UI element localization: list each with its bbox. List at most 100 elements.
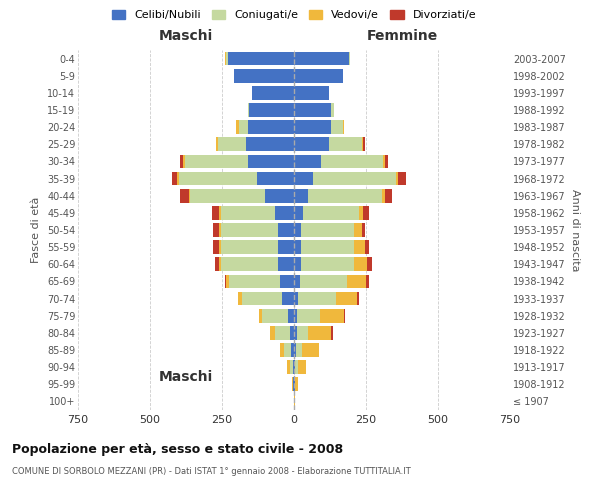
- Bar: [190, 189, 265, 202]
- Bar: [343, 120, 344, 134]
- Bar: [219, 258, 221, 271]
- Bar: [214, 240, 219, 254]
- Bar: [294, 120, 331, 134]
- Bar: [180, 154, 183, 168]
- Bar: [214, 223, 219, 237]
- Bar: [219, 206, 221, 220]
- Bar: [294, 223, 301, 237]
- Bar: [297, 326, 308, 340]
- Bar: [294, 86, 329, 100]
- Bar: [189, 189, 190, 202]
- Bar: [349, 52, 350, 66]
- Bar: [301, 258, 355, 271]
- Text: COMUNE DI SORBOLO MEZZANI (PR) - Dati ISTAT 1° gennaio 2008 - Elaborazione TUTTI: COMUNE DI SORBOLO MEZZANI (PR) - Dati IS…: [12, 468, 411, 476]
- Bar: [294, 309, 298, 322]
- Bar: [265, 189, 294, 202]
- Bar: [355, 240, 365, 254]
- Bar: [298, 309, 320, 322]
- Bar: [347, 274, 366, 288]
- Bar: [278, 240, 294, 254]
- Bar: [363, 206, 369, 220]
- Bar: [278, 223, 294, 237]
- Bar: [185, 154, 248, 168]
- Bar: [239, 120, 248, 134]
- Bar: [295, 360, 298, 374]
- Bar: [336, 292, 358, 306]
- Bar: [382, 189, 385, 202]
- Bar: [398, 172, 406, 185]
- Bar: [331, 326, 333, 340]
- Bar: [248, 120, 294, 134]
- Bar: [228, 52, 294, 66]
- Bar: [284, 343, 291, 357]
- Bar: [233, 69, 294, 82]
- Bar: [275, 326, 290, 340]
- Bar: [294, 240, 301, 254]
- Bar: [172, 172, 178, 185]
- Bar: [308, 189, 382, 202]
- Bar: [294, 52, 349, 66]
- Y-axis label: Fasce di età: Fasce di età: [31, 197, 41, 263]
- Bar: [302, 343, 319, 357]
- Bar: [257, 172, 294, 185]
- Bar: [301, 240, 355, 254]
- Bar: [221, 258, 278, 271]
- Bar: [293, 360, 294, 374]
- Y-axis label: Anni di nascita: Anni di nascita: [569, 188, 580, 271]
- Bar: [313, 172, 396, 185]
- Bar: [238, 292, 242, 306]
- Bar: [294, 189, 308, 202]
- Bar: [275, 206, 294, 220]
- Bar: [287, 360, 290, 374]
- Legend: Celibi/Nubili, Coniugati/e, Vedovi/e, Divorziati/e: Celibi/Nubili, Coniugati/e, Vedovi/e, Di…: [107, 5, 481, 24]
- Bar: [221, 223, 278, 237]
- Bar: [294, 292, 298, 306]
- Bar: [250, 103, 294, 117]
- Bar: [298, 292, 336, 306]
- Bar: [355, 258, 367, 271]
- Bar: [180, 189, 189, 202]
- Bar: [331, 103, 334, 117]
- Bar: [329, 138, 362, 151]
- Bar: [215, 258, 219, 271]
- Bar: [290, 326, 294, 340]
- Bar: [358, 292, 359, 306]
- Bar: [247, 138, 294, 151]
- Bar: [344, 309, 345, 322]
- Bar: [383, 154, 385, 168]
- Bar: [367, 258, 372, 271]
- Bar: [248, 154, 294, 168]
- Bar: [294, 206, 302, 220]
- Bar: [226, 52, 228, 66]
- Bar: [294, 360, 295, 374]
- Bar: [219, 223, 221, 237]
- Bar: [212, 206, 219, 220]
- Bar: [290, 360, 293, 374]
- Bar: [269, 326, 275, 340]
- Bar: [280, 343, 284, 357]
- Bar: [288, 309, 294, 322]
- Bar: [218, 138, 247, 151]
- Bar: [280, 274, 294, 288]
- Bar: [294, 258, 301, 271]
- Bar: [320, 309, 344, 322]
- Text: Maschi: Maschi: [159, 28, 213, 42]
- Bar: [278, 258, 294, 271]
- Bar: [363, 138, 365, 151]
- Bar: [322, 154, 383, 168]
- Bar: [331, 120, 343, 134]
- Bar: [294, 69, 343, 82]
- Bar: [308, 326, 331, 340]
- Bar: [385, 154, 388, 168]
- Bar: [294, 172, 313, 185]
- Bar: [221, 240, 278, 254]
- Bar: [294, 103, 331, 117]
- Bar: [283, 292, 294, 306]
- Bar: [294, 138, 329, 151]
- Bar: [216, 138, 218, 151]
- Bar: [221, 206, 275, 220]
- Bar: [259, 309, 262, 322]
- Bar: [179, 172, 257, 185]
- Bar: [396, 172, 398, 185]
- Bar: [296, 343, 302, 357]
